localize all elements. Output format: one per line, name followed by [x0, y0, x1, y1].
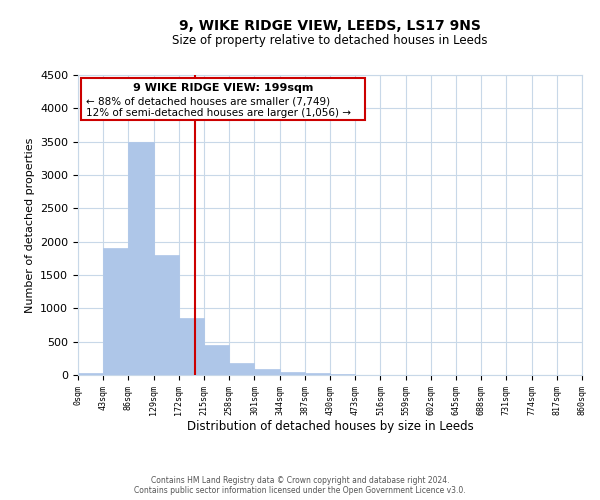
- Bar: [179, 318, 204, 375]
- Bar: [330, 374, 355, 375]
- Bar: [204, 345, 229, 375]
- Y-axis label: Number of detached properties: Number of detached properties: [25, 138, 35, 312]
- Bar: [154, 255, 179, 375]
- Text: 9, WIKE RIDGE VIEW, LEEDS, LS17 9NS: 9, WIKE RIDGE VIEW, LEEDS, LS17 9NS: [179, 18, 481, 32]
- Text: 12% of semi-detached houses are larger (1,056) →: 12% of semi-detached houses are larger (…: [86, 108, 350, 118]
- Bar: [254, 370, 280, 375]
- X-axis label: Distribution of detached houses by size in Leeds: Distribution of detached houses by size …: [187, 420, 473, 434]
- Bar: [103, 248, 128, 375]
- Bar: [78, 373, 103, 375]
- Text: Contains HM Land Registry data © Crown copyright and database right 2024.
Contai: Contains HM Land Registry data © Crown c…: [134, 476, 466, 495]
- Text: ← 88% of detached houses are smaller (7,749): ← 88% of detached houses are smaller (7,…: [86, 96, 330, 106]
- Title: Size of property relative to detached houses in Leeds: Size of property relative to detached ho…: [172, 34, 488, 48]
- Text: 9 WIKE RIDGE VIEW: 199sqm: 9 WIKE RIDGE VIEW: 199sqm: [133, 83, 313, 93]
- FancyBboxPatch shape: [81, 78, 365, 120]
- Bar: [128, 142, 154, 375]
- Bar: [280, 372, 305, 375]
- Bar: [229, 364, 254, 375]
- Bar: [305, 373, 330, 375]
